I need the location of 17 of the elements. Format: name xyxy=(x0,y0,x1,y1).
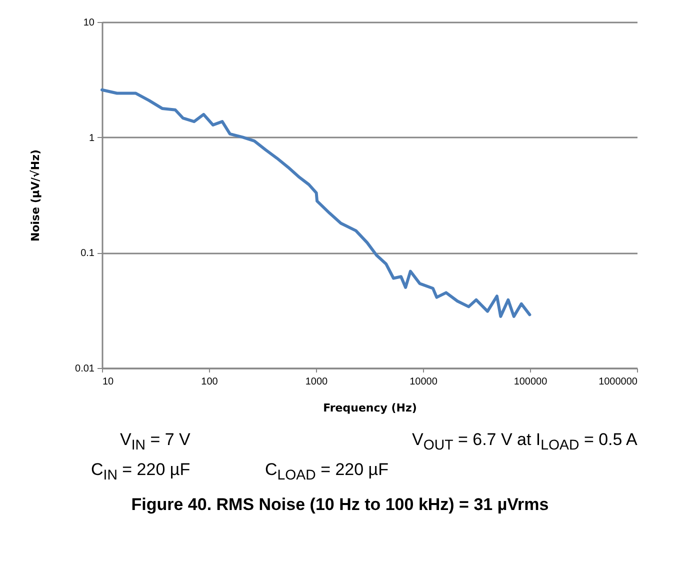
text: V$_{OUT}$ = 6.7 V at I$_{LOAD}$ = 0.5 A xyxy=(412,430,638,454)
text: V$_{IN}$ = 7 V xyxy=(120,430,190,454)
y-tick-label: 0.1 xyxy=(80,248,95,260)
text: Figure 40. RMS Noise (10 Hz to 100 kHz) = 31 µVrms xyxy=(130,494,550,516)
x-tick-label: 1000 xyxy=(305,376,328,388)
x-tick-label: 1000000 xyxy=(598,376,638,388)
x-axis-title: Frequency (Hz) xyxy=(323,402,417,414)
y-axis-title: Noise (µV/√Hz) xyxy=(29,150,42,242)
y-tick-label: 0.01 xyxy=(75,364,95,374)
x-tick-label: 10 xyxy=(102,376,114,388)
y-tick-label: 10 xyxy=(83,18,95,28)
x-tick-label: 100000 xyxy=(514,376,548,388)
y-tick-label: 1 xyxy=(88,132,95,144)
x-tick-label: 100 xyxy=(201,376,218,388)
x-tick-label: 10000 xyxy=(410,376,438,388)
text: C$_{IN}$ = 220 µF xyxy=(91,460,190,484)
text: C$_{LOAD}$ = 220 µF xyxy=(265,460,388,484)
